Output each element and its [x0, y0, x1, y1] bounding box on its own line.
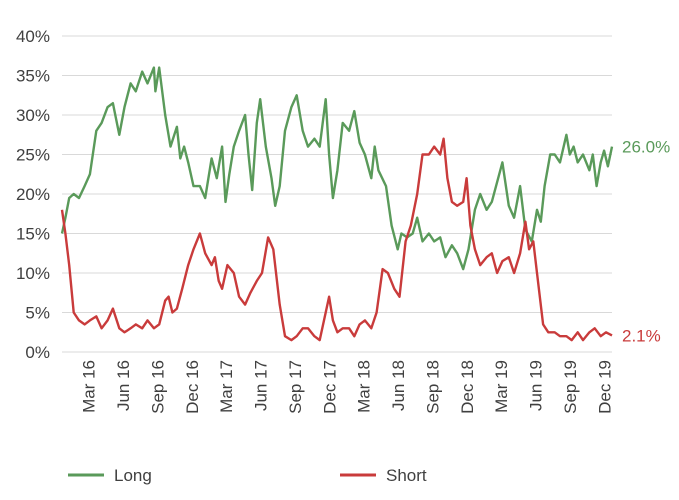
- legend-label-short: Short: [386, 466, 427, 485]
- y-tick-label: 5%: [25, 304, 50, 323]
- y-tick-label: 0%: [25, 343, 50, 362]
- gridlines: [62, 35, 612, 353]
- x-tick-label: Mar 17: [217, 360, 236, 413]
- x-tick-label: Sep 16: [149, 360, 168, 414]
- y-tick-label: 20%: [16, 185, 50, 204]
- x-tick-label: Mar 19: [492, 360, 511, 413]
- x-tick-label: Dec 16: [183, 360, 202, 414]
- x-tick-label: Sep 18: [424, 360, 443, 414]
- y-tick-label: 30%: [16, 106, 50, 125]
- y-tick-label: 25%: [16, 146, 50, 165]
- x-tick-label: Mar 18: [354, 360, 373, 413]
- x-tick-label: Dec 19: [595, 360, 614, 414]
- series-line-long: [60, 66, 614, 271]
- x-tick-label: Jun 16: [114, 360, 133, 411]
- legend: Long Short: [68, 466, 427, 485]
- series-line-short: [60, 137, 613, 342]
- x-tick-label: Jun 17: [252, 360, 271, 411]
- end-label-short: 2.1%: [622, 326, 661, 345]
- x-tick-label: Dec 17: [320, 360, 339, 414]
- y-axis-tick-labels: 0% 5% 10% 15% 20% 25% 30% 35% 40%: [16, 27, 50, 362]
- x-tick-label: Sep 19: [561, 360, 580, 414]
- x-axis-tick-labels: Mar 16 Jun 16 Sep 16 Dec 16 Mar 17 Jun 17 Sep …: [79, 360, 614, 414]
- end-label-long: 26.0%: [622, 138, 670, 157]
- x-tick-label: Mar 16: [79, 360, 98, 413]
- x-tick-label: Jun 19: [527, 360, 546, 411]
- x-tick-label: Jun 18: [389, 360, 408, 411]
- y-tick-label: 10%: [16, 264, 50, 283]
- legend-label-long: Long: [114, 466, 152, 485]
- x-tick-label: Dec 18: [458, 360, 477, 414]
- series-lines: [60, 66, 614, 342]
- x-tick-label: Sep 17: [286, 360, 305, 414]
- end-value-labels: 26.0% 2.1%: [622, 138, 670, 346]
- y-tick-label: 35%: [16, 67, 50, 86]
- y-tick-label: 15%: [16, 225, 50, 244]
- y-tick-label: 40%: [16, 27, 50, 46]
